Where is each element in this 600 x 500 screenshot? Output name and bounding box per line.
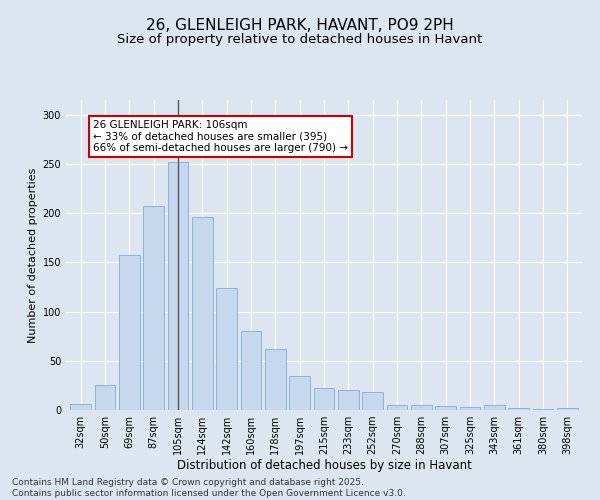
Bar (241, 332, 262, 410)
Bar (338, 390, 359, 410)
Bar (119, 256, 140, 410)
Bar (460, 407, 481, 410)
Bar (192, 217, 212, 410)
Bar (362, 392, 383, 410)
Text: Size of property relative to detached houses in Havant: Size of property relative to detached ho… (118, 32, 482, 46)
Bar (508, 408, 529, 410)
Text: 26, GLENLEIGH PARK, HAVANT, PO9 2PH: 26, GLENLEIGH PARK, HAVANT, PO9 2PH (146, 18, 454, 32)
Bar (265, 349, 286, 410)
Bar (386, 405, 407, 410)
Bar (314, 388, 334, 410)
Bar (70, 404, 91, 410)
Bar (436, 406, 456, 410)
Bar (533, 409, 553, 410)
Bar (95, 386, 115, 410)
Bar (411, 405, 432, 410)
Bar (289, 376, 310, 410)
Y-axis label: Number of detached properties: Number of detached properties (28, 168, 38, 342)
Bar (484, 405, 505, 410)
Bar (167, 162, 188, 410)
Bar (216, 288, 237, 410)
Text: 26 GLENLEIGH PARK: 106sqm
← 33% of detached houses are smaller (395)
66% of semi: 26 GLENLEIGH PARK: 106sqm ← 33% of detac… (93, 120, 348, 153)
Bar (557, 408, 578, 410)
X-axis label: Distribution of detached houses by size in Havant: Distribution of detached houses by size … (176, 458, 472, 471)
Text: Contains HM Land Registry data © Crown copyright and database right 2025.
Contai: Contains HM Land Registry data © Crown c… (12, 478, 406, 498)
Bar (143, 206, 164, 410)
